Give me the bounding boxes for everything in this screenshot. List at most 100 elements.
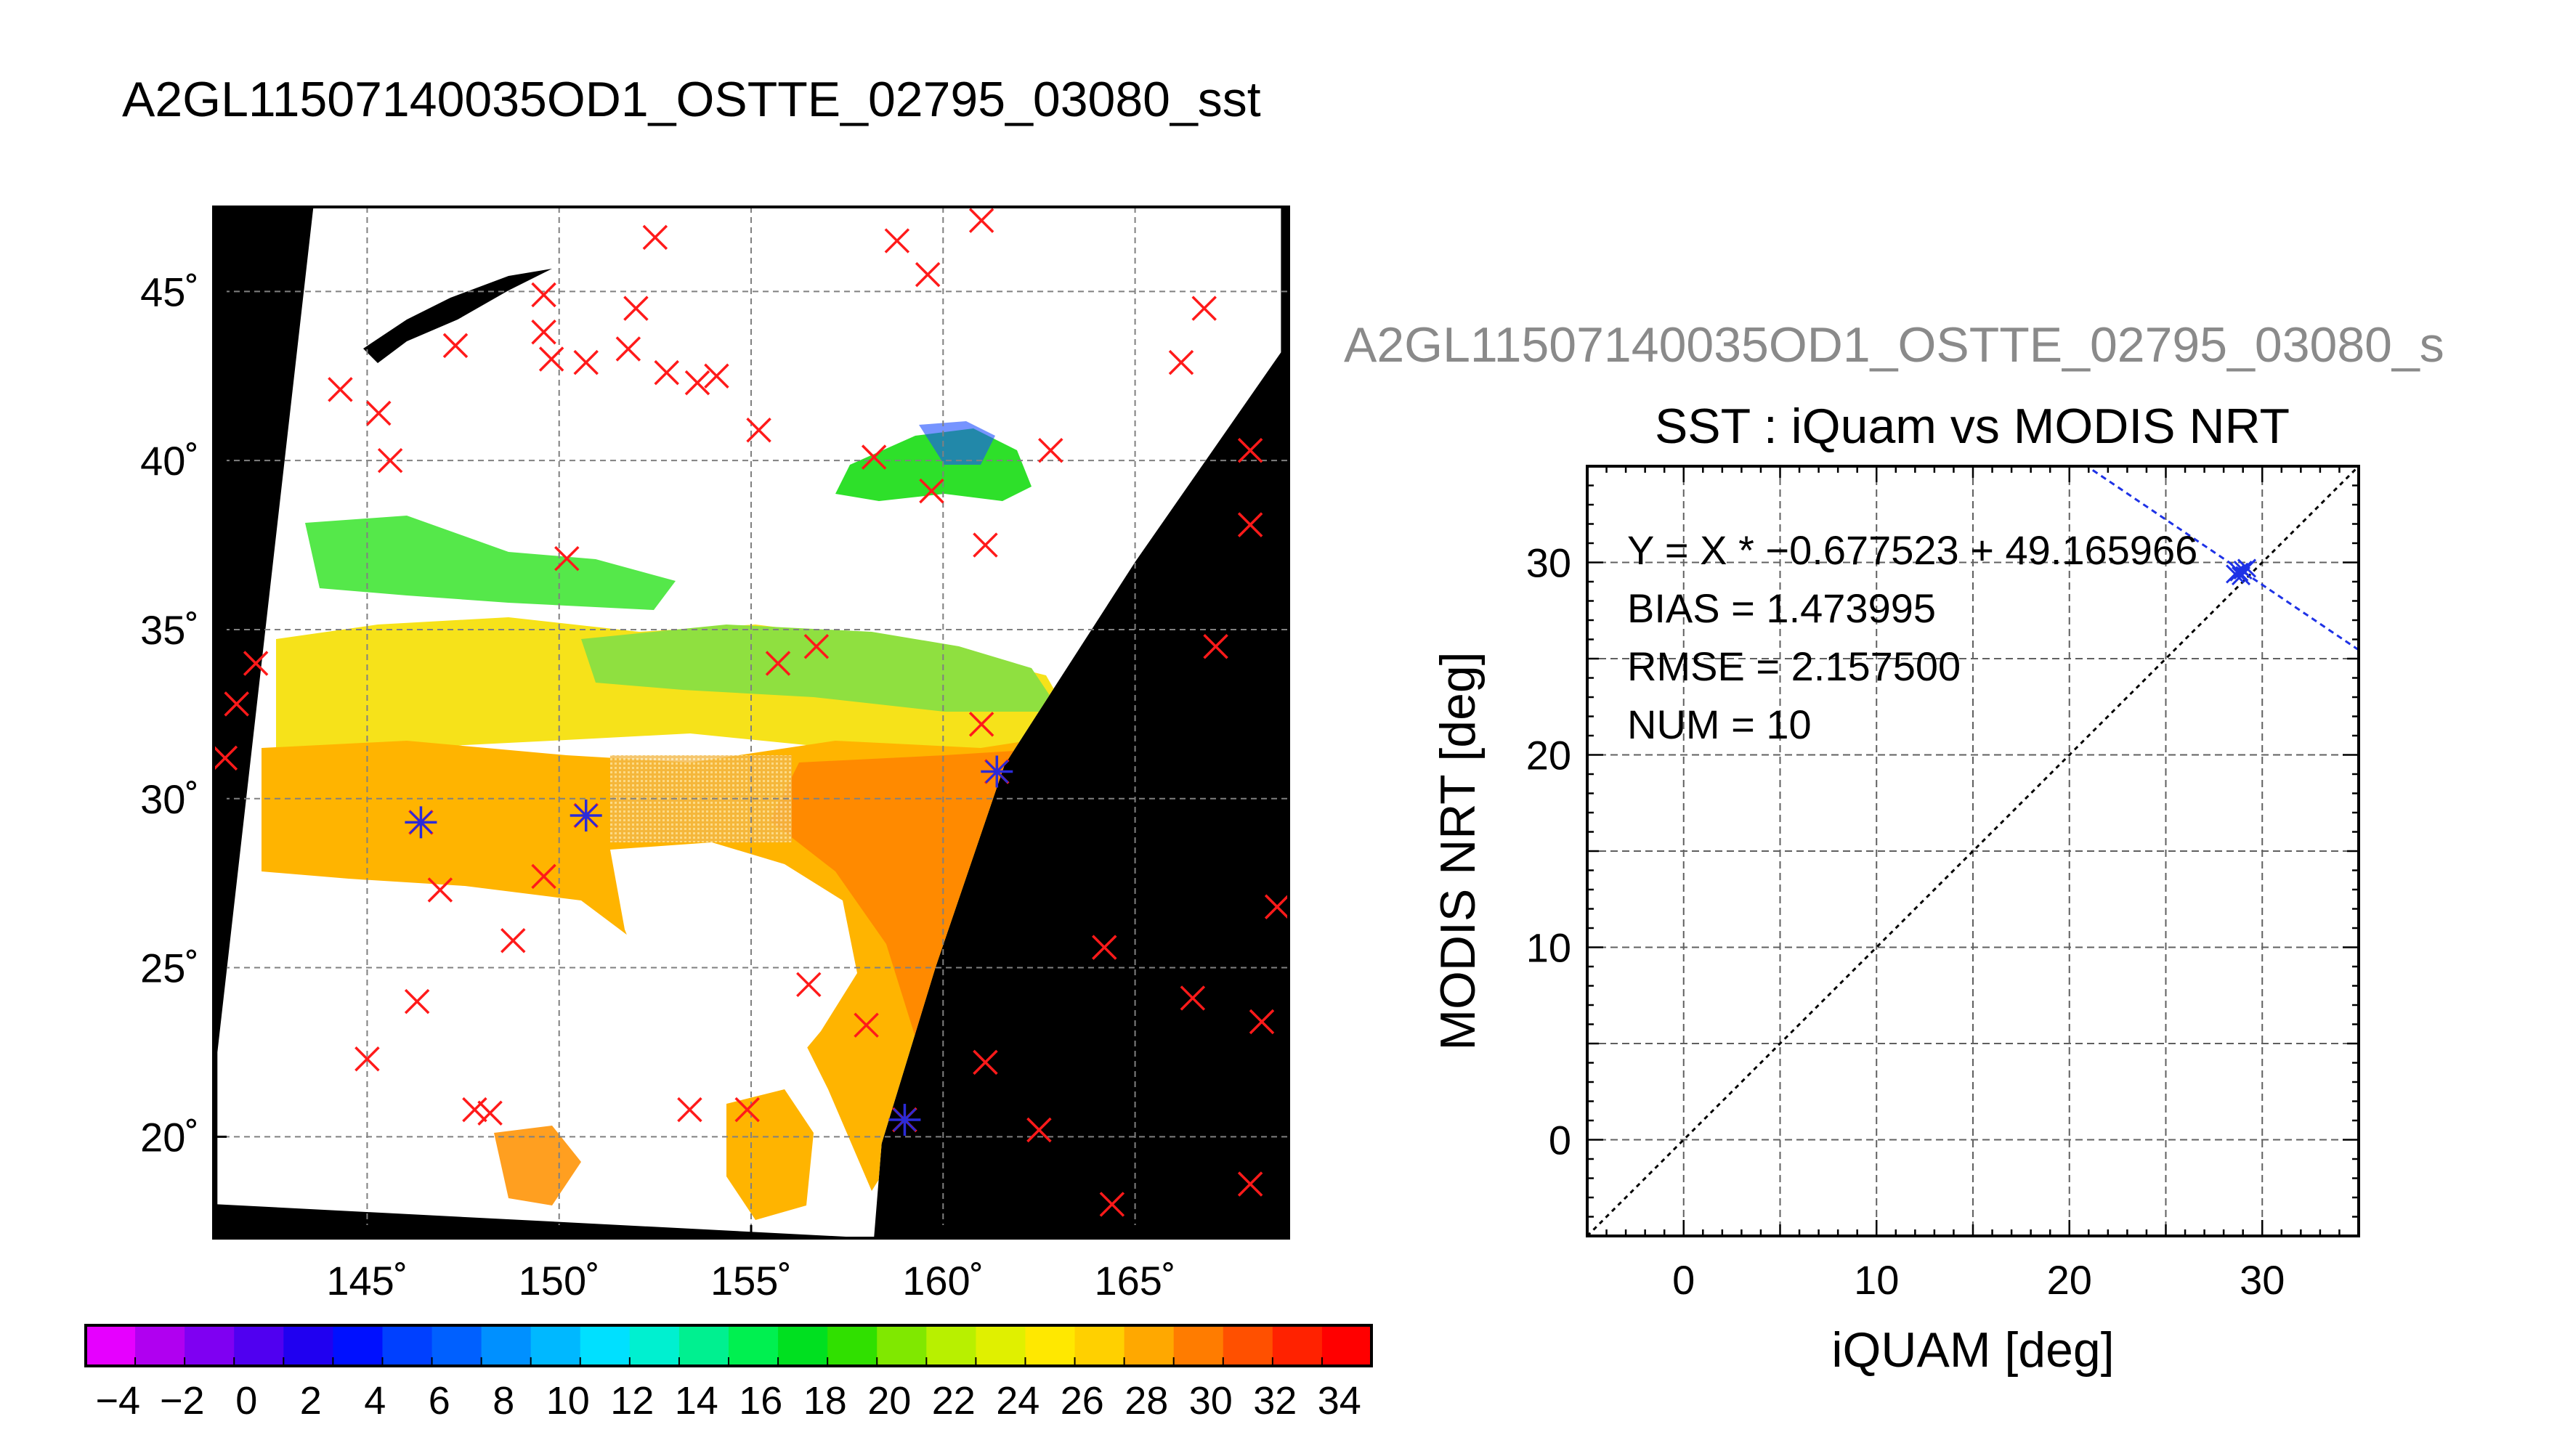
in-situ-x-marker xyxy=(704,363,729,389)
colorbar-cell xyxy=(234,1325,284,1366)
colorbar-label: 34 xyxy=(1318,1379,1361,1423)
in-situ-x-marker xyxy=(224,691,249,717)
colorbar-cells xyxy=(86,1325,1372,1366)
colorbar-labels: −4 −2 0 2 4 6 8 10 12 14 16 18 20 22 24 26 28 30 32 34 xyxy=(95,1379,1361,1423)
scatter-title: SST : iQuam vs MODIS NRT xyxy=(1655,399,2290,454)
in-situ-x-marker xyxy=(462,1097,487,1123)
in-situ-x-marker xyxy=(1191,296,1217,321)
scatter-stat-line: Y = X * −0.677523 + 49.165966 xyxy=(1627,527,2197,573)
colorbar-label: 18 xyxy=(803,1379,847,1423)
scatter-x-tick-label: 30 xyxy=(2240,1257,2285,1303)
colorbar-cell xyxy=(283,1325,333,1366)
colorbar-label: 20 xyxy=(867,1379,911,1423)
in-situ-x-marker xyxy=(973,532,998,558)
in-situ-x-marker xyxy=(427,877,453,903)
colorbar-label: 26 xyxy=(1061,1379,1104,1423)
scatter-y-tick-label: 10 xyxy=(1526,925,1571,971)
map-x-tick-label: 150˚ xyxy=(519,1258,600,1304)
colorbar-cell xyxy=(185,1325,235,1366)
map-markers xyxy=(214,208,1289,1217)
fit-line xyxy=(2085,466,2359,651)
scatter-y-tick-label: 30 xyxy=(1526,540,1571,586)
colorbar-label: −4 xyxy=(95,1379,140,1423)
in-situ-x-marker xyxy=(642,224,668,251)
in-situ-star-marker xyxy=(570,800,602,832)
scatter-stat-line: RMSE = 2.157500 xyxy=(1627,643,1961,689)
in-situ-x-marker xyxy=(1264,894,1289,919)
in-situ-x-marker xyxy=(854,1012,879,1038)
scatter-x-tick-label: 0 xyxy=(1672,1257,1695,1303)
scatter-stats: Y = X * −0.677523 + 49.165966 BIAS = 1.47… xyxy=(1627,527,2197,747)
in-situ-x-marker xyxy=(404,988,430,1014)
in-situ-x-marker xyxy=(531,863,556,890)
in-situ-x-marker xyxy=(746,418,771,443)
colorbar-label: 14 xyxy=(675,1379,718,1423)
colorbar-cell xyxy=(481,1325,532,1366)
colorbar-cell xyxy=(1223,1325,1273,1366)
in-situ-x-marker xyxy=(354,1046,380,1072)
colorbar-cell xyxy=(530,1325,581,1366)
map-y-tick-label: 45˚ xyxy=(140,269,199,314)
colorbar-label: 24 xyxy=(996,1379,1040,1423)
scatter-stat-line: NUM = 10 xyxy=(1627,701,1812,747)
colorbar-cell xyxy=(333,1325,383,1366)
map-grid xyxy=(214,207,1289,1238)
in-situ-x-marker xyxy=(1237,1171,1263,1197)
colorbar-label: 22 xyxy=(932,1379,976,1423)
in-situ-star-marker xyxy=(405,806,437,839)
in-situ-x-marker xyxy=(214,745,238,771)
colorbar-label: 10 xyxy=(546,1379,590,1423)
colorbar-cell xyxy=(926,1325,976,1366)
in-situ-x-marker xyxy=(554,545,580,572)
colorbar-cell xyxy=(678,1325,729,1366)
scatter-y-tick-label: 0 xyxy=(1549,1118,1571,1163)
identity-line xyxy=(1587,466,2359,1236)
map-y-tick-label: 30˚ xyxy=(140,776,199,822)
colorbar-cell xyxy=(1025,1325,1076,1366)
colorbar-label: 2 xyxy=(300,1379,322,1423)
in-situ-x-marker xyxy=(654,359,679,386)
main-title: A2GL11507140035OD1_OSTTE_02795_03080_sst xyxy=(122,72,1261,127)
in-situ-x-marker xyxy=(442,333,469,359)
in-situ-x-marker xyxy=(1237,437,1263,463)
colorbar-label: 16 xyxy=(739,1379,782,1423)
map-x-ticks: 145˚ 150˚ 155˚ 160˚ 165˚ xyxy=(326,1225,1176,1304)
colorbar-cell xyxy=(827,1325,878,1366)
colorbar-cell xyxy=(1124,1325,1175,1366)
map-y-ticks: 20˚ 25˚ 30˚ 35˚ 40˚ 45˚ xyxy=(140,269,227,1160)
colorbar-cell xyxy=(629,1325,680,1366)
in-situ-x-marker xyxy=(1026,1117,1052,1143)
colorbar-label: −2 xyxy=(160,1379,205,1423)
colorbar-label: 32 xyxy=(1253,1379,1297,1423)
colorbar-label: 28 xyxy=(1124,1379,1168,1423)
colorbar-frame xyxy=(84,1324,1373,1367)
map-x-tick-label: 160˚ xyxy=(902,1258,984,1304)
scatter-x-tick-label: 20 xyxy=(2047,1257,2092,1303)
cloud-gap-2 xyxy=(407,893,567,1002)
in-situ-x-marker xyxy=(677,1097,702,1123)
colorbar-cell xyxy=(1173,1325,1224,1366)
map-y-tick-label: 25˚ xyxy=(140,945,199,991)
map-panel: 145˚ 150˚ 155˚ 160˚ 165˚ 20˚ 25˚ 30˚ 35˚ 40˚ 45˚ xyxy=(140,206,1290,1304)
in-situ-x-marker xyxy=(623,296,649,321)
in-situ-x-marker xyxy=(684,370,710,396)
scatter-y-label: MODIS NRT [deg] xyxy=(1430,651,1486,1050)
in-situ-x-marker xyxy=(973,1049,998,1075)
in-situ-x-marker xyxy=(243,651,269,676)
colorbar-cell xyxy=(1321,1325,1372,1366)
map-y-tick-label: 20˚ xyxy=(140,1114,199,1160)
sst-patch-blue xyxy=(919,421,995,465)
scatter-grid xyxy=(1587,466,2359,1236)
in-situ-x-marker xyxy=(538,346,564,372)
colorbar-cell xyxy=(86,1325,136,1366)
in-situ-x-marker xyxy=(501,928,526,953)
in-situ-x-marker xyxy=(968,208,994,233)
in-situ-x-marker xyxy=(531,282,556,308)
in-situ-x-marker xyxy=(803,634,830,659)
in-situ-x-marker xyxy=(531,320,556,345)
colorbar-label: 12 xyxy=(610,1379,654,1423)
sst-patch-west-green xyxy=(305,516,676,610)
colorbar-cell xyxy=(976,1325,1026,1366)
colorbar-cell xyxy=(1272,1325,1323,1366)
